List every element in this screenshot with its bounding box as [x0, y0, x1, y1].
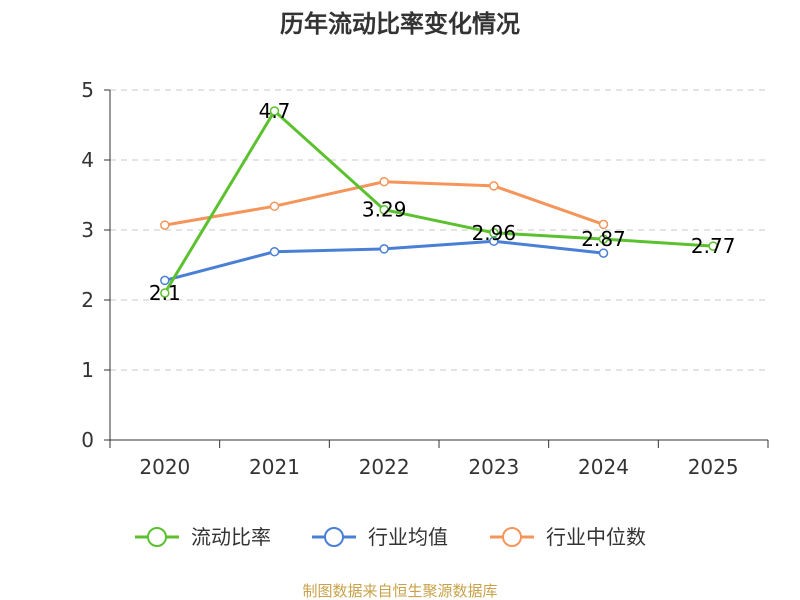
legend-marker	[324, 527, 344, 547]
x-tick-label: 2022	[359, 455, 410, 479]
legend-label: 行业中位数	[546, 525, 646, 549]
y-tick-label: 5	[81, 78, 94, 102]
data-point	[598, 234, 609, 244]
x-tick-label: 2020	[139, 455, 190, 479]
axis-layer: 0 1 2 3 4 5 2020 2021 2022 2023 2024 2025	[81, 78, 769, 479]
source-note: 制图数据来自恒生聚源数据库	[302, 582, 497, 600]
series-line	[163, 109, 714, 294]
x-tick-label: 2023	[468, 455, 519, 479]
y-tick-label: 3	[81, 218, 94, 242]
x-tick-label: 2021	[249, 455, 300, 479]
y-tick-label: 0	[81, 428, 94, 452]
data-label: 2.96	[472, 221, 517, 245]
data-point	[160, 220, 170, 230]
y-tick-label: 2	[81, 288, 94, 312]
data-point	[708, 241, 718, 251]
data-point	[489, 228, 499, 238]
data-label: 4.7	[259, 99, 291, 123]
legend-item: 行业均值	[312, 525, 448, 549]
data-point	[269, 246, 280, 257]
data-point	[379, 204, 389, 215]
data-point	[489, 181, 499, 191]
data-label: 3.29	[362, 198, 407, 222]
data-point	[598, 248, 609, 258]
legend-marker	[147, 527, 167, 547]
series-流动比率	[160, 106, 718, 298]
chart-title: 历年流动比率变化情况	[280, 10, 520, 38]
legend-item: 流动比率	[135, 525, 271, 549]
data-point	[598, 219, 609, 230]
legend-label: 行业均值	[368, 525, 448, 549]
x-tick-label: 2025	[688, 455, 739, 479]
data-point	[160, 275, 170, 286]
legend: 流动比率 行业均值 行业中位数	[135, 525, 646, 549]
y-tick-label: 4	[81, 148, 94, 172]
data-point	[269, 106, 280, 116]
series-layer	[160, 106, 718, 298]
data-point	[269, 201, 280, 211]
data-label: 2.77	[691, 234, 736, 258]
x-tick-label: 2024	[578, 455, 629, 479]
legend-label: 流动比率	[191, 525, 271, 549]
data-point	[379, 244, 389, 254]
data-point	[379, 176, 389, 187]
data-label: 2.87	[581, 227, 626, 251]
legend-item: 行业中位数	[490, 525, 646, 549]
data-point	[160, 288, 170, 298]
series-行业均值	[160, 236, 609, 286]
series-行业中位数	[160, 176, 609, 230]
legend-marker	[502, 527, 522, 547]
data-label-layer: 2.1 4.7 3.29 2.96 2.87 2.77	[149, 99, 736, 305]
data-label: 2.1	[149, 281, 181, 305]
y-tick-label: 1	[81, 358, 94, 382]
grid-layer	[110, 89, 768, 371]
